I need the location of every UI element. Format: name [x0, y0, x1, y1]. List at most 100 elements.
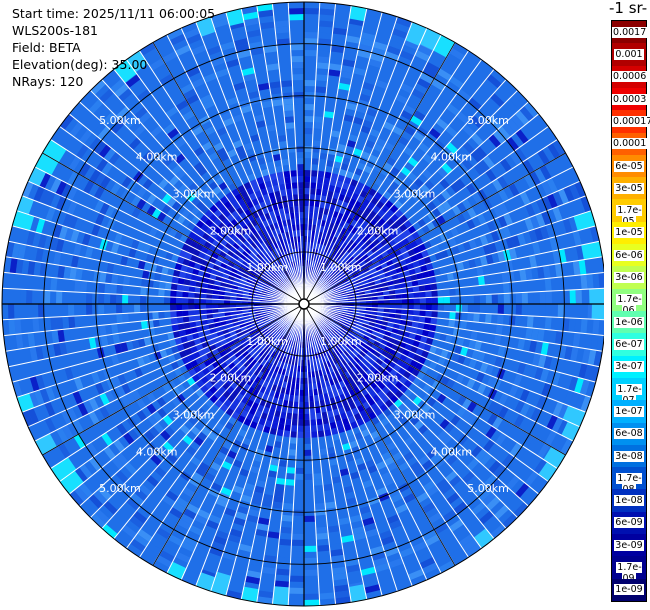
gate-cell: [437, 150, 450, 163]
gate-cell: [496, 314, 504, 325]
gate-cell: [304, 425, 311, 432]
gate-cell: [278, 417, 286, 425]
gate-cell: [366, 351, 374, 359]
gate-cell: [381, 350, 389, 358]
gate-cell: [332, 327, 339, 334]
gate-cell: [569, 289, 576, 304]
gate-cell: [347, 326, 354, 332]
gate-cell: [377, 307, 384, 313]
gate-cell: [298, 206, 304, 213]
gate-cell: [361, 263, 369, 270]
gate-cell: [572, 260, 581, 276]
gate-cell: [460, 320, 468, 330]
gate-cell: [318, 207, 325, 214]
gate-cell: [328, 280, 335, 286]
gate-cell: [50, 317, 58, 331]
gate-cell: [322, 328, 328, 335]
gate-cell: [360, 125, 372, 135]
gate-cell: [337, 284, 345, 289]
gate-cell: [403, 436, 415, 447]
gate-cell: [317, 170, 325, 178]
gate-cell: [485, 168, 497, 182]
gate-cell: [417, 341, 426, 350]
gate-cell: [292, 509, 304, 516]
gate-cell: [399, 282, 407, 289]
gate-cell: [274, 20, 290, 28]
gate-cell: [448, 474, 462, 488]
gate-cell: [464, 230, 474, 241]
gate-cell: [333, 342, 340, 350]
gate-cell: [329, 178, 338, 187]
gate-cell: [536, 395, 547, 410]
gate-cell: [340, 313, 347, 318]
gate-cell: [351, 286, 359, 292]
gate-cell: [350, 359, 358, 367]
gate-cell: [170, 304, 177, 311]
gate-cell: [423, 277, 431, 285]
gate-cell: [414, 266, 422, 274]
gate-cell: [314, 200, 321, 208]
gate-cell: [206, 298, 213, 304]
gate-cell: [411, 508, 425, 520]
gate-cell: [340, 534, 355, 543]
gate-cell: [442, 487, 457, 500]
gate-cell: [547, 193, 558, 209]
gate-cell: [313, 116, 324, 123]
gate-cell: [417, 278, 425, 286]
gate-cell: [329, 271, 336, 278]
gate-cell: [304, 170, 311, 177]
gate-cell: [344, 356, 351, 364]
colorbar-tick-label: 0.001: [614, 48, 644, 60]
gate-cell: [321, 258, 327, 265]
gate-cell: [383, 141, 395, 152]
gate-cell: [332, 243, 338, 251]
gate-cell: [357, 360, 365, 368]
gate-cell: [323, 111, 335, 119]
gate-cell: [278, 140, 288, 148]
gate-cell: [291, 62, 304, 69]
gate-cell: [345, 170, 355, 179]
gate-cell: [544, 316, 552, 330]
gate-cell: [355, 278, 362, 284]
gate-cell: [335, 180, 344, 188]
gate-cell: [541, 382, 552, 398]
gate-cell: [441, 162, 453, 175]
gate-cell: [298, 200, 304, 207]
gate-cell: [445, 142, 459, 155]
gate-cell: [433, 267, 441, 277]
gate-cell: [347, 276, 354, 282]
range-ring-label: 4.00km: [431, 151, 473, 164]
gate-cell: [425, 507, 440, 519]
gate-cell: [552, 401, 564, 418]
gate-cell: [298, 401, 304, 408]
gate-cell: [377, 291, 384, 297]
gate-cell: [433, 155, 446, 167]
gate-cell: [98, 293, 105, 304]
gate-cell: [249, 465, 260, 474]
gate-cell: [316, 351, 322, 359]
gate-cell: [316, 249, 322, 257]
gate-cell: [329, 263, 336, 270]
gate-cell: [333, 315, 340, 320]
gate-cell: [310, 176, 318, 183]
gate-cell: [321, 343, 327, 350]
gate-cell: [310, 425, 318, 432]
gate-cell: [428, 360, 438, 371]
gate-cell: [369, 545, 385, 556]
gate-cell: [395, 503, 409, 515]
gate-cell: [460, 488, 474, 502]
gate-cell: [335, 245, 341, 252]
gate-cell: [315, 262, 320, 269]
gate-cell: [428, 512, 443, 524]
gate-cell: [342, 333, 350, 340]
gate-cell: [434, 522, 449, 535]
gate-cell: [513, 413, 525, 428]
gate-cell: [456, 395, 467, 407]
gate-cell: [268, 464, 279, 472]
gate-cell: [562, 218, 573, 234]
gate-cell: [315, 255, 320, 263]
gate-cell: [366, 260, 374, 267]
gate-cell: [456, 201, 467, 213]
gate-cell: [340, 326, 348, 332]
gate-cell: [304, 212, 309, 219]
